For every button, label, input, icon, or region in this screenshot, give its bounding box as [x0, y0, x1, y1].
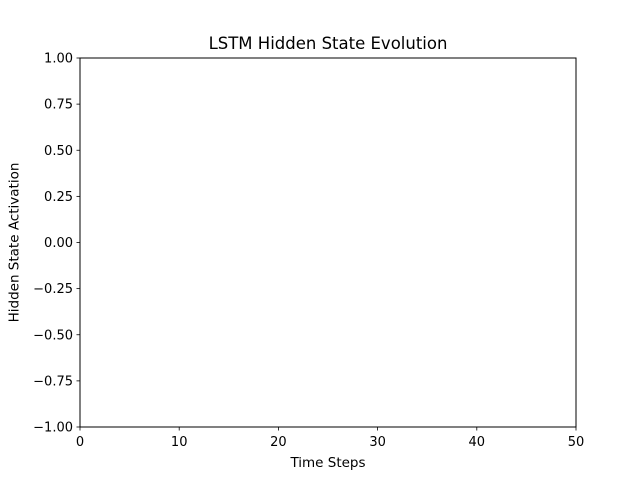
x-tick-label: 40 [469, 435, 486, 450]
x-tick-label: 50 [568, 435, 585, 450]
y-tick-label: 0.00 [44, 236, 73, 251]
y-tick-label: −0.50 [33, 328, 73, 343]
y-tick-label: −1.00 [33, 421, 73, 436]
x-tick-label: 20 [270, 435, 287, 450]
x-tick-label: 0 [76, 435, 84, 450]
y-tick-label: 0.50 [44, 144, 73, 159]
x-tick-label: 30 [369, 435, 386, 450]
y-tick-label: 0.25 [44, 190, 73, 205]
y-tick-label: 1.00 [44, 52, 73, 67]
x-tick-label: 10 [171, 435, 188, 450]
x-axis-label: Time Steps [289, 455, 365, 471]
y-tick-label: −0.75 [33, 374, 73, 389]
plot-area-frame [79, 57, 577, 428]
x-axis-ticks: 0 10 20 30 40 50 [76, 427, 584, 450]
y-axis-label: Hidden State Activation [7, 163, 23, 323]
y-tick-label: 0.75 [44, 98, 73, 113]
y-axis-ticks: −1.00 −0.75 −0.50 −0.25 0.00 0.25 0.50 0.75 1.00 [33, 52, 80, 436]
y-tick-label: −0.25 [33, 282, 73, 297]
chart-title: LSTM Hidden State Evolution [209, 34, 448, 53]
